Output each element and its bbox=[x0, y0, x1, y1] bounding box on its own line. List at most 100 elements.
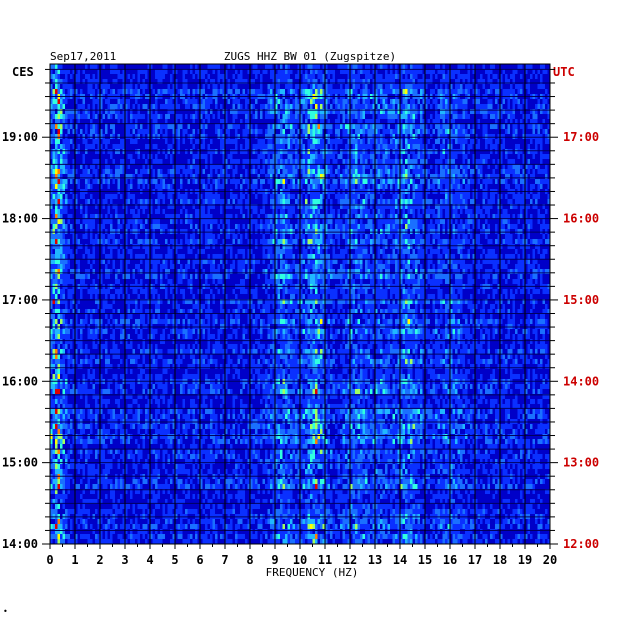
spectrogram-cell bbox=[75, 169, 78, 174]
spectrogram-cell bbox=[347, 84, 350, 89]
spectrogram-cell bbox=[475, 234, 478, 239]
spectrogram-cell bbox=[357, 114, 360, 119]
spectrogram-cell bbox=[267, 149, 270, 154]
spectrogram-cell bbox=[442, 74, 445, 79]
spectrogram-cell bbox=[347, 89, 350, 94]
spectrogram-cell bbox=[280, 139, 283, 144]
spectrogram-cell bbox=[475, 204, 478, 209]
spectrogram-cell bbox=[235, 169, 238, 174]
spectrogram-cell bbox=[302, 219, 305, 224]
spectrogram-cell bbox=[407, 89, 410, 94]
spectrogram-cell bbox=[545, 179, 548, 184]
spectrogram-cell bbox=[365, 164, 368, 169]
spectrogram-cell bbox=[387, 149, 390, 154]
spectrogram-cell bbox=[242, 134, 245, 139]
spectrogram-cell bbox=[430, 224, 433, 229]
spectrogram-cell bbox=[360, 149, 363, 154]
spectrogram-cell bbox=[432, 239, 435, 244]
spectrogram-cell bbox=[280, 99, 283, 104]
spectrogram-cell bbox=[85, 179, 88, 184]
spectrogram-cell bbox=[297, 64, 300, 69]
spectrogram-cell bbox=[145, 199, 148, 204]
spectrogram-cell bbox=[292, 259, 295, 264]
spectrogram-cell bbox=[165, 239, 168, 244]
spectrogram-cell bbox=[520, 64, 523, 69]
spectrogram-cell bbox=[190, 114, 193, 119]
spectrogram-cell bbox=[75, 204, 78, 209]
spectrogram-cell bbox=[487, 214, 490, 219]
spectrogram-cell bbox=[305, 169, 308, 174]
spectrogram-cell bbox=[157, 184, 160, 189]
spectrogram-cell bbox=[430, 104, 433, 109]
spectrogram-cell bbox=[405, 199, 408, 204]
spectrogram-cell bbox=[435, 119, 438, 124]
spectrogram-cell bbox=[487, 204, 490, 209]
spectrogram-cell bbox=[225, 179, 228, 184]
spectrogram-cell bbox=[305, 159, 308, 164]
spectrogram-cell bbox=[547, 154, 550, 159]
spectrogram-cell bbox=[415, 129, 418, 134]
spectrogram-cell bbox=[355, 194, 358, 199]
spectrogram-cell bbox=[457, 179, 460, 184]
spectrogram-cell bbox=[265, 159, 268, 164]
spectrogram-cell bbox=[140, 129, 143, 134]
spectrogram-cell bbox=[222, 159, 225, 164]
spectrogram-cell bbox=[57, 259, 60, 264]
spectrogram-cell bbox=[385, 184, 388, 189]
spectrogram-cell bbox=[320, 119, 323, 124]
spectrogram-cell bbox=[520, 179, 523, 184]
spectrogram-cell bbox=[125, 224, 128, 229]
spectrogram-cell bbox=[217, 114, 220, 119]
spectrogram-cell bbox=[217, 69, 220, 74]
spectrogram-cell bbox=[320, 214, 323, 219]
spectrogram-cell bbox=[277, 224, 280, 229]
spectrogram-cell bbox=[150, 109, 153, 114]
spectrogram-cell bbox=[142, 84, 145, 89]
spectrogram-cell bbox=[305, 254, 308, 259]
spectrogram-cell bbox=[177, 169, 180, 174]
spectrogram-cell bbox=[512, 244, 515, 249]
spectrogram-cell bbox=[497, 84, 500, 89]
spectrogram-cell bbox=[240, 194, 243, 199]
spectrogram-cell bbox=[105, 79, 108, 84]
spectrogram-cell bbox=[57, 239, 60, 244]
spectrogram-cell bbox=[140, 69, 143, 74]
spectrogram-cell bbox=[495, 139, 498, 144]
spectrogram-cell bbox=[377, 64, 380, 69]
spectrogram-cell bbox=[95, 99, 98, 104]
spectrogram-cell bbox=[487, 99, 490, 104]
spectrogram-cell bbox=[90, 134, 93, 139]
spectrogram-cell bbox=[485, 219, 488, 224]
spectrogram-cell bbox=[345, 124, 348, 129]
spectrogram-cell bbox=[115, 239, 118, 244]
spectrogram-cell bbox=[352, 254, 355, 259]
spectrogram-cell bbox=[275, 224, 278, 229]
spectrogram-cell bbox=[407, 119, 410, 124]
spectrogram-cell bbox=[202, 169, 205, 174]
spectrogram-cell bbox=[132, 244, 135, 249]
spectrogram-cell bbox=[417, 69, 420, 74]
spectrogram-cell bbox=[262, 254, 265, 259]
spectrogram-cell bbox=[117, 114, 120, 119]
spectrogram-cell bbox=[412, 89, 415, 94]
spectrogram-cell bbox=[235, 139, 238, 144]
spectrogram-cell bbox=[377, 204, 380, 209]
spectrogram-cell bbox=[335, 89, 338, 94]
spectrogram-cell bbox=[377, 214, 380, 219]
spectrogram-cell bbox=[317, 169, 320, 174]
spectrogram-cell bbox=[70, 74, 73, 79]
spectrogram-cell bbox=[65, 154, 68, 159]
spectrogram-cell bbox=[267, 214, 270, 219]
spectrogram-cell bbox=[307, 149, 310, 154]
spectrogram-cell bbox=[465, 199, 468, 204]
spectrogram-cell bbox=[177, 104, 180, 109]
spectrogram-cell bbox=[57, 99, 60, 104]
spectrogram-cell bbox=[435, 219, 438, 224]
spectrogram-cell bbox=[335, 99, 338, 104]
spectrogram-cell bbox=[270, 69, 273, 74]
spectrogram-cell bbox=[325, 174, 328, 179]
spectrogram-cell bbox=[475, 239, 478, 244]
spectrogram-cell bbox=[352, 114, 355, 119]
spectrogram-cell bbox=[95, 114, 98, 119]
spectrogram-cell bbox=[310, 139, 313, 144]
